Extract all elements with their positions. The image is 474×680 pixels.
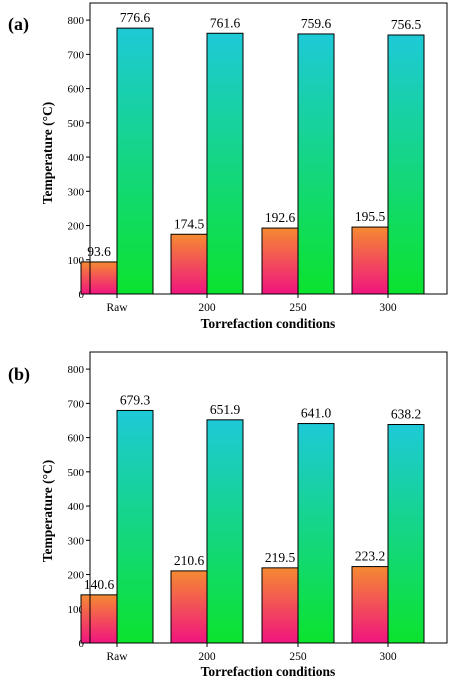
bar-series1 xyxy=(261,227,299,295)
y-tick-label: 600 xyxy=(68,84,85,96)
y-tick-label: 500 xyxy=(68,467,85,479)
y-axis-title-a: Temperature (°C) xyxy=(40,102,55,205)
x-category-label: 250 xyxy=(289,302,307,314)
bar-series1 xyxy=(170,570,208,644)
y-tick-label: 400 xyxy=(68,152,85,164)
bar-series2 xyxy=(116,27,154,295)
y-axis-title-b: Temperature (°C) xyxy=(40,460,55,563)
data-labels-a: 93.6 174.5 192.6 195.5 776.6 761.6 759.6 756.5 xyxy=(87,10,421,259)
x-category-label: Raw xyxy=(106,302,128,314)
bar-series2 xyxy=(297,33,335,295)
data-label: 651.9 xyxy=(210,402,241,417)
data-label: 140.6 xyxy=(84,577,115,592)
data-label: 679.3 xyxy=(120,392,151,407)
x-axis-title-b: Torrefaction conditions xyxy=(201,664,336,679)
data-label: 93.6 xyxy=(87,244,111,259)
data-label: 776.6 xyxy=(120,10,151,25)
x-categories-a: Raw 200 250 300 xyxy=(106,294,397,314)
bar-series2 xyxy=(387,424,425,644)
plot-frame-b xyxy=(89,351,448,644)
bars-a xyxy=(80,27,425,295)
bar-series1 xyxy=(351,226,389,295)
y-tick-label: 700 xyxy=(68,49,85,61)
y-tick-label: 300 xyxy=(68,535,85,547)
chart-panel-b: (b) Temperature (°C) Torrefaction condit… xyxy=(8,351,448,679)
y-tick-label: 600 xyxy=(68,433,85,445)
y-tick-label: 800 xyxy=(68,15,85,27)
y-tick-label: 800 xyxy=(68,364,85,376)
data-label: 195.5 xyxy=(355,209,386,224)
x-axis-title-a: Torrefaction conditions xyxy=(201,316,336,331)
x-categories-b: Raw 200 250 300 xyxy=(106,643,397,663)
data-label: 756.5 xyxy=(391,17,422,32)
y-tick-label: 0 xyxy=(79,289,85,301)
data-label: 761.6 xyxy=(210,15,241,30)
y-tick-label: 0 xyxy=(79,638,85,650)
y-tick-label: 400 xyxy=(68,501,85,513)
y-tick-label: 200 xyxy=(68,221,85,233)
bar-series1 xyxy=(261,567,299,644)
x-category-label: 250 xyxy=(289,651,307,663)
x-category-label: 200 xyxy=(198,302,216,314)
y-ticks-b: 0 100 200 300 400 500 600 700 800 xyxy=(68,364,90,650)
x-category-label: Raw xyxy=(106,651,128,663)
data-label: 223.2 xyxy=(355,549,385,564)
y-tick-label: 700 xyxy=(68,398,85,410)
data-label: 210.6 xyxy=(174,553,205,568)
bar-series1 xyxy=(351,566,389,644)
bar-series2 xyxy=(387,34,425,295)
data-label: 219.5 xyxy=(265,550,296,565)
panel-label-b: (b) xyxy=(8,364,30,385)
bar-series2 xyxy=(297,423,335,644)
data-label: 641.0 xyxy=(301,406,332,421)
x-category-label: 300 xyxy=(379,302,397,314)
y-tick-label: 200 xyxy=(68,570,85,582)
bar-series1 xyxy=(80,594,118,644)
bar-series2 xyxy=(206,32,244,295)
chart-panel-a: (a) Temperature (°C) Torrefaction condit… xyxy=(8,2,448,331)
bar-series1 xyxy=(80,261,118,295)
data-label: 759.6 xyxy=(301,16,332,31)
y-tick-label: 300 xyxy=(68,186,85,198)
y-tick-label: 500 xyxy=(68,118,85,130)
plot-frame-a xyxy=(89,2,448,295)
bar-series2 xyxy=(206,419,244,644)
y-ticks-a: 0 100 200 300 400 500 600 700 800 xyxy=(68,15,90,301)
data-labels-b: 140.6 210.6 219.5 223.2 679.3 651.9 641.0 638.2 xyxy=(84,392,421,591)
data-label: 174.5 xyxy=(174,216,205,231)
y-tick-label: 100 xyxy=(68,604,85,616)
y-tick-label: 100 xyxy=(68,255,85,267)
data-label: 192.6 xyxy=(265,210,296,225)
bars-b xyxy=(80,409,425,644)
bar-series1 xyxy=(170,233,208,295)
x-category-label: 200 xyxy=(198,651,216,663)
x-category-label: 300 xyxy=(379,651,397,663)
bar-series2 xyxy=(116,409,154,644)
data-label: 638.2 xyxy=(391,407,421,422)
panel-label-a: (a) xyxy=(8,14,29,35)
